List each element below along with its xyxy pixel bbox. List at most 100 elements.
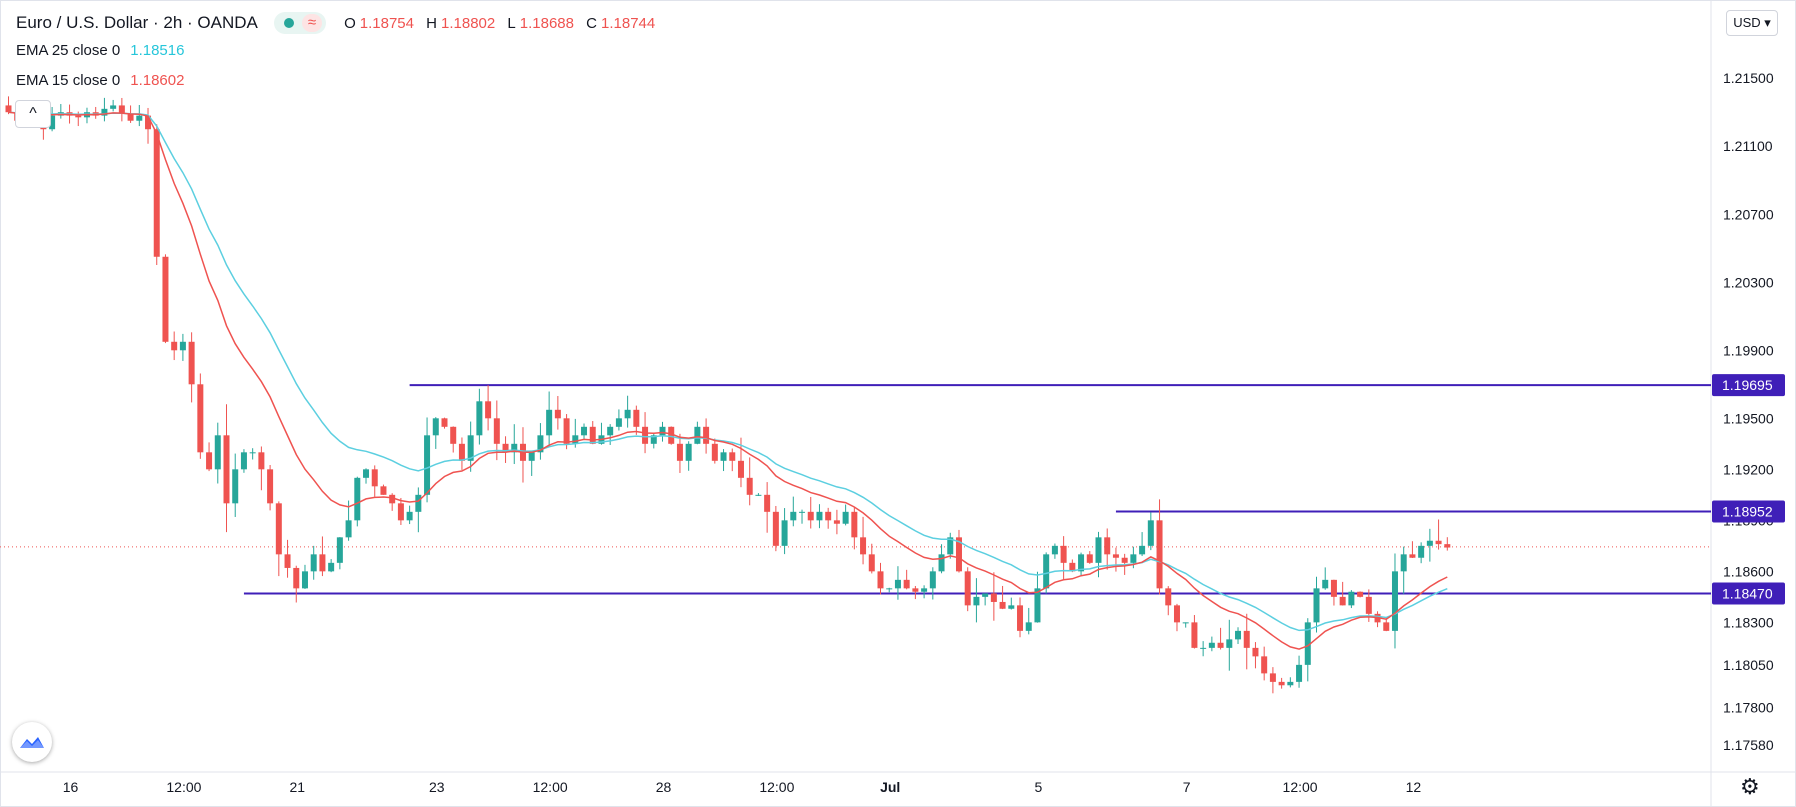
candle-body <box>1313 588 1320 623</box>
candle-body <box>990 593 997 602</box>
level-price-label: 1.19695 <box>1722 377 1773 393</box>
candle-body <box>1330 579 1337 597</box>
candle-body <box>581 426 588 436</box>
candle-body <box>1043 554 1050 589</box>
candle-body <box>1069 562 1076 572</box>
candle-body <box>1139 545 1146 555</box>
low-label: L <box>507 14 516 32</box>
candle-body <box>650 435 657 444</box>
high-value: 1.18802 <box>441 14 496 32</box>
candle-body <box>633 409 640 427</box>
candle-body <box>746 477 753 495</box>
time-tick-label: Jul <box>880 779 900 795</box>
candle-body <box>720 452 727 461</box>
ema15-legend[interactable]: EMA 15 close 0 1.18602 <box>16 72 184 89</box>
candle-body <box>999 601 1006 609</box>
gear-icon[interactable]: ⚙ <box>1740 774 1760 799</box>
time-tick-label: 12 <box>1406 779 1422 795</box>
time-tick-label: 28 <box>656 779 672 795</box>
symbol-legend: Euro / U.S. Dollar · 2h · OANDA ≈ O 1.187… <box>16 12 663 34</box>
candle-body <box>764 494 771 512</box>
candle-body <box>1078 554 1085 572</box>
candle-body <box>380 486 387 495</box>
candle-body <box>267 469 274 504</box>
candle-body <box>921 588 928 592</box>
open-value: 1.18754 <box>359 14 414 32</box>
candle-body <box>345 520 352 538</box>
candle-body <box>5 105 12 113</box>
candle-body <box>1130 554 1137 563</box>
tradingview-logo[interactable] <box>12 722 52 762</box>
candlestick-series <box>5 96 1451 694</box>
candle-body <box>354 477 361 521</box>
price-axis: 1.21500 1.21100 1.20700 1.20300 1.19900 1.195… <box>1712 70 1785 753</box>
candle-body <box>1008 605 1015 609</box>
candle-body <box>441 418 448 427</box>
candle-body <box>563 418 570 444</box>
ema25-line <box>8 111 1448 632</box>
candle-body <box>1173 605 1180 623</box>
candle-body <box>676 443 683 461</box>
ema25-value: 1.18516 <box>130 42 185 59</box>
candle-body <box>214 435 221 470</box>
candle-body <box>903 579 910 589</box>
candle-body <box>1296 664 1303 682</box>
collapse-legend-button[interactable]: ^ <box>15 100 51 128</box>
candle-body <box>825 511 832 521</box>
candle-body <box>868 554 875 572</box>
wave-icon[interactable]: ≈ <box>301 14 323 32</box>
candle-body <box>659 426 666 436</box>
candle-body <box>458 443 465 461</box>
currency-select[interactable]: USD ▾ <box>1726 10 1778 36</box>
candle-body <box>816 511 823 521</box>
price-tick-label: 1.19200 <box>1723 461 1774 477</box>
candle-body <box>397 503 404 521</box>
candle-body <box>1200 647 1207 649</box>
candle-body <box>1235 630 1242 640</box>
candle-body <box>1269 673 1276 682</box>
ema15-line <box>8 111 1448 650</box>
candle-body <box>389 494 396 504</box>
candle-body <box>485 401 492 419</box>
candle-body <box>153 129 160 257</box>
time-tick-label: 12:00 <box>1283 779 1318 795</box>
indicator-toggle-group[interactable]: ≈ <box>273 12 327 34</box>
price-tick-label: 1.19900 <box>1723 342 1774 358</box>
candle-body <box>240 452 247 470</box>
candle-body <box>982 593 989 597</box>
price-tick-label: 1.20700 <box>1723 206 1774 222</box>
candle-body <box>1104 537 1111 555</box>
candle-body <box>49 115 56 130</box>
level-price-label: 1.18952 <box>1722 503 1773 519</box>
candle-body <box>1165 588 1172 606</box>
price-tick-label: 1.19500 <box>1723 410 1774 426</box>
ema25-legend[interactable]: EMA 25 close 0 1.18516 <box>16 42 184 59</box>
candle-body <box>1060 545 1067 563</box>
candle-body <box>1226 639 1233 648</box>
candle-body <box>310 554 317 572</box>
candle-body <box>1086 554 1093 563</box>
candle-body <box>877 571 884 589</box>
candle-body <box>1243 630 1250 648</box>
candle-body <box>894 579 901 589</box>
candle-body <box>1348 591 1355 606</box>
candle-body <box>860 537 867 555</box>
ema15-label: EMA 15 close 0 <box>16 72 121 89</box>
time-axis: 16 12:00 21 23 12:00 28 12:00 Jul 5 7 12:00 12 <box>63 779 1422 795</box>
candle-body <box>624 409 631 419</box>
candle-body <box>703 426 710 444</box>
close-value: 1.18744 <box>601 14 656 32</box>
candle-body <box>249 452 256 454</box>
candle-body <box>685 443 692 461</box>
candle-body <box>1095 537 1102 563</box>
candle-body <box>938 554 945 572</box>
symbol-title[interactable]: Euro / U.S. Dollar · 2h · OANDA <box>16 13 258 32</box>
candle-body <box>284 554 291 568</box>
candle-body <box>319 554 326 572</box>
candle-body <box>807 511 814 521</box>
candle-body <box>75 115 82 118</box>
candle-body <box>1339 596 1346 606</box>
chevron-up-icon: ^ <box>29 105 37 122</box>
candle-body <box>833 520 840 524</box>
